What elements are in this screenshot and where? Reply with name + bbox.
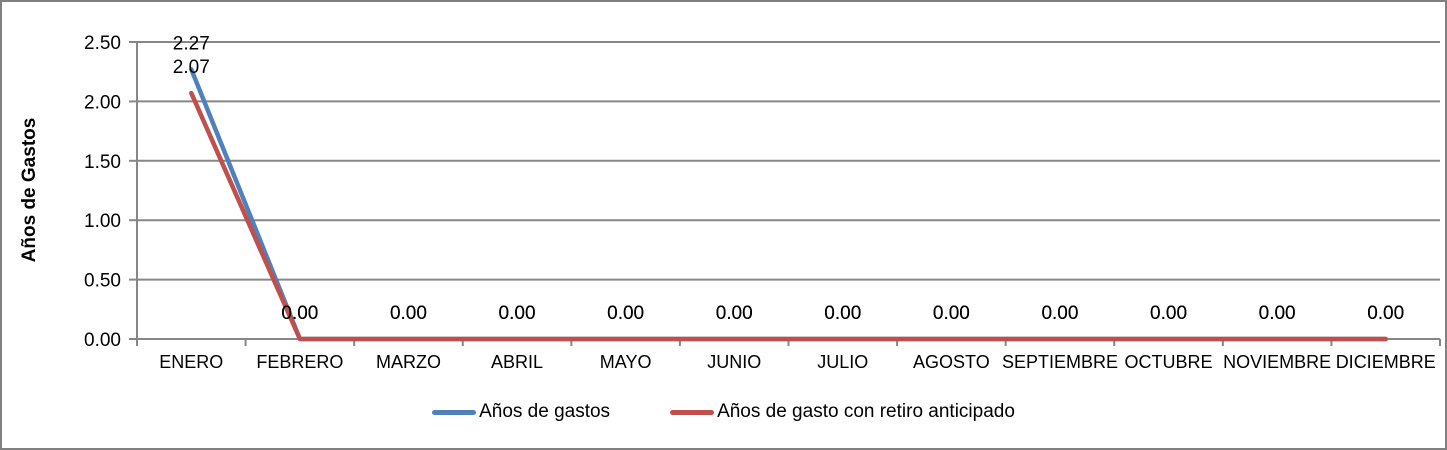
x-axis-label: ENERO bbox=[159, 352, 223, 372]
legend-item-series-1: Años de gastos bbox=[432, 401, 610, 423]
legend-label-series-2: Años de gasto con retiro anticipado bbox=[717, 401, 1015, 422]
x-axis-label: JULIO bbox=[817, 352, 868, 372]
x-axis-label: DICIEMBRE bbox=[1336, 352, 1436, 372]
data-label: 2.27 bbox=[173, 33, 210, 54]
data-label: 0.00 bbox=[716, 303, 753, 324]
y-tick-label: 0.50 bbox=[84, 271, 121, 292]
legend-swatch-series-1-icon bbox=[432, 409, 477, 415]
legend-item-series-2: Años de gasto con retiro anticipado bbox=[670, 401, 1015, 423]
data-label: 0.00 bbox=[499, 303, 536, 324]
data-label: 0.00 bbox=[1150, 303, 1187, 324]
x-axis-label: NOVIEMBRE bbox=[1223, 352, 1331, 372]
data-label: 0.00 bbox=[281, 303, 318, 324]
y-axis-title: Años de Gastos bbox=[19, 117, 40, 263]
data-label: 0.00 bbox=[933, 303, 970, 324]
data-label: 0.00 bbox=[1367, 303, 1404, 324]
data-label: 0.00 bbox=[1259, 303, 1296, 324]
legend: Años de gastos Años de gasto con retiro … bbox=[2, 399, 1445, 425]
x-axis-label: MAYO bbox=[600, 352, 652, 372]
data-label: 0.00 bbox=[499, 303, 536, 324]
x-axis-label: FEBRERO bbox=[256, 352, 343, 372]
data-label: 0.00 bbox=[390, 303, 427, 324]
legend-label-series-1: Años de gastos bbox=[479, 401, 611, 422]
data-label: 0.00 bbox=[716, 303, 753, 324]
y-tick-label: 1.00 bbox=[84, 211, 121, 232]
data-label: 0.00 bbox=[607, 303, 644, 324]
y-tick-label: 0.00 bbox=[84, 330, 121, 351]
x-axis-label: ABRIL bbox=[491, 352, 543, 372]
data-label: 0.00 bbox=[281, 303, 318, 324]
data-label: 0.00 bbox=[824, 303, 861, 324]
data-label: 0.00 bbox=[607, 303, 644, 324]
data-label: 0.00 bbox=[824, 303, 861, 324]
data-label: 0.00 bbox=[1150, 303, 1187, 324]
x-axis-label: SEPTIEMBRE bbox=[1002, 352, 1118, 372]
series-line-2 bbox=[189, 90, 1388, 342]
series-line-1 bbox=[189, 67, 1388, 342]
data-label: 0.00 bbox=[933, 303, 970, 324]
x-axis-label: MARZO bbox=[376, 352, 441, 372]
data-label: 0.00 bbox=[1367, 303, 1404, 324]
data-label: 0.00 bbox=[1041, 303, 1078, 324]
legend-swatch-series-2-icon bbox=[670, 409, 715, 415]
x-axis-label: OCTUBRE bbox=[1125, 352, 1213, 372]
y-tick-label: 1.50 bbox=[84, 152, 121, 173]
data-label: 2.07 bbox=[173, 57, 210, 78]
data-label: 0.00 bbox=[1259, 303, 1296, 324]
data-label: 0.00 bbox=[390, 303, 427, 324]
y-tick-label: 2.00 bbox=[84, 92, 121, 113]
data-label: 0.00 bbox=[1041, 303, 1078, 324]
x-axis-label: JUNIO bbox=[707, 352, 761, 372]
x-axis-label: AGOSTO bbox=[913, 352, 990, 372]
y-tick-label: 2.50 bbox=[84, 33, 121, 54]
